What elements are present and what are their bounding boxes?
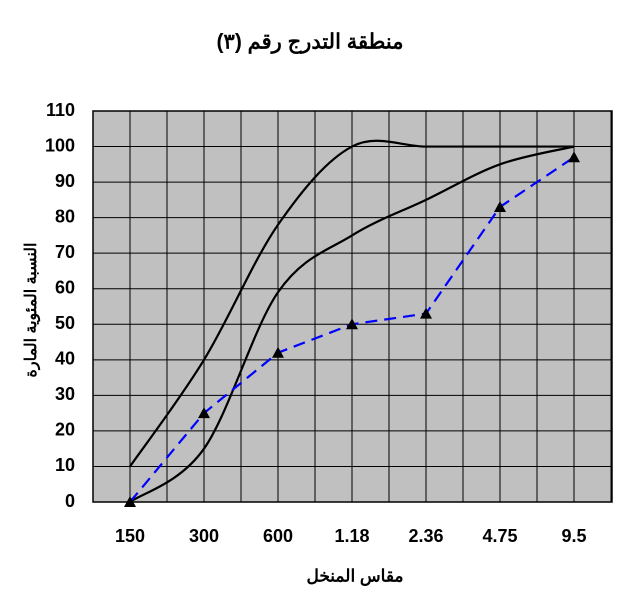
x-tick-label: 150 bbox=[115, 526, 145, 546]
marker bbox=[420, 307, 432, 319]
y-tick-label: 100 bbox=[45, 135, 75, 155]
x-tick-label: 300 bbox=[189, 526, 219, 546]
chart-title: منطقة التدرج رقم (٣) bbox=[217, 31, 404, 55]
y-tick-label: 90 bbox=[55, 171, 75, 191]
y-tick-label: 30 bbox=[55, 384, 75, 404]
marker bbox=[272, 346, 284, 358]
y-tick-label: 60 bbox=[55, 277, 75, 297]
y-tick-label: 10 bbox=[55, 455, 75, 475]
x-tick-label: 600 bbox=[263, 526, 293, 546]
plot-border bbox=[92, 110, 613, 503]
x-tick-label: 4.75 bbox=[482, 526, 517, 546]
series-line bbox=[129, 145, 575, 503]
y-axis-label: النسبة المئوية المارة bbox=[23, 243, 41, 378]
x-axis-label: مقاس المنخل bbox=[306, 566, 403, 586]
y-tick-label: 70 bbox=[55, 242, 75, 262]
y-tick-label: 20 bbox=[55, 420, 75, 440]
marker bbox=[124, 496, 136, 507]
x-tick-label: 2.36 bbox=[408, 526, 443, 546]
y-tick-label: 50 bbox=[55, 313, 75, 333]
marker bbox=[494, 200, 506, 212]
series-line bbox=[129, 139, 574, 468]
x-tick-label: 1.18 bbox=[334, 526, 369, 546]
y-tick-label: 80 bbox=[55, 206, 75, 226]
y-tick-label: 110 bbox=[46, 100, 75, 120]
y-tick-label: 0 bbox=[65, 491, 75, 511]
marker bbox=[198, 407, 210, 419]
marker bbox=[346, 318, 358, 330]
x-tick-label: 9.5 bbox=[561, 526, 586, 546]
marker bbox=[568, 151, 580, 163]
y-tick-label: 40 bbox=[55, 349, 75, 369]
